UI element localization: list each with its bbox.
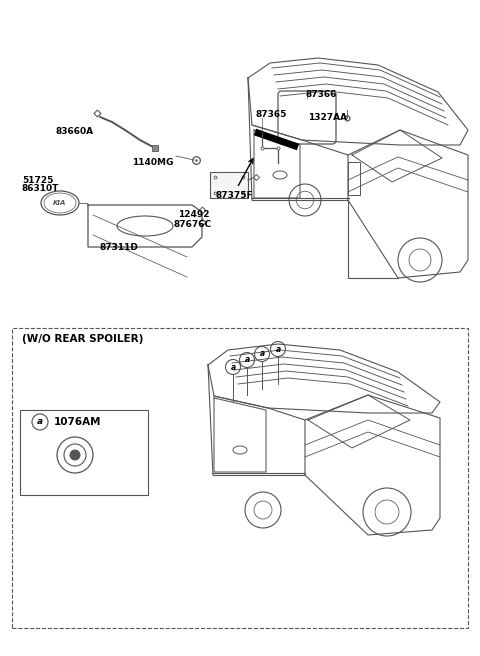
Text: 87311D: 87311D bbox=[100, 243, 139, 252]
Text: 87676C: 87676C bbox=[173, 220, 211, 229]
Text: 83660A: 83660A bbox=[55, 127, 93, 136]
Text: a: a bbox=[259, 350, 264, 358]
Text: 1327AA: 1327AA bbox=[308, 113, 347, 122]
Bar bbox=[20, 410, 148, 495]
Text: 86310T: 86310T bbox=[22, 184, 60, 193]
Text: 87366: 87366 bbox=[306, 90, 337, 99]
Text: 12492: 12492 bbox=[178, 210, 209, 219]
Text: a: a bbox=[230, 363, 236, 371]
Text: a: a bbox=[244, 356, 250, 365]
Bar bbox=[12, 328, 468, 628]
Text: a: a bbox=[37, 417, 43, 426]
Text: 1076AM: 1076AM bbox=[54, 417, 101, 427]
Text: 1140MG: 1140MG bbox=[132, 158, 173, 167]
Circle shape bbox=[226, 359, 240, 375]
Circle shape bbox=[271, 342, 286, 356]
Circle shape bbox=[254, 346, 269, 361]
Circle shape bbox=[32, 414, 48, 430]
Ellipse shape bbox=[41, 191, 79, 215]
Circle shape bbox=[70, 450, 80, 460]
Text: a: a bbox=[276, 344, 281, 354]
Text: 87365: 87365 bbox=[256, 110, 288, 119]
Text: 51725: 51725 bbox=[22, 176, 53, 185]
Bar bbox=[210, 172, 248, 198]
Circle shape bbox=[240, 352, 254, 367]
Text: KIA: KIA bbox=[53, 200, 67, 206]
Text: (W/O REAR SPOILER): (W/O REAR SPOILER) bbox=[22, 334, 144, 344]
Text: 87375F: 87375F bbox=[215, 191, 252, 200]
